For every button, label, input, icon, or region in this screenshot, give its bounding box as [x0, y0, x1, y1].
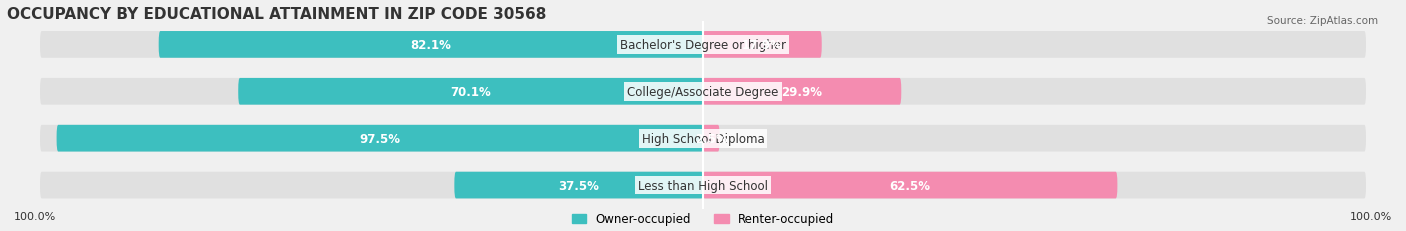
FancyBboxPatch shape — [56, 125, 703, 152]
FancyBboxPatch shape — [238, 79, 703, 105]
Text: Source: ZipAtlas.com: Source: ZipAtlas.com — [1267, 16, 1378, 26]
Legend: Owner-occupied, Renter-occupied: Owner-occupied, Renter-occupied — [572, 212, 834, 225]
FancyBboxPatch shape — [159, 32, 703, 58]
Text: Bachelor's Degree or higher: Bachelor's Degree or higher — [620, 39, 786, 52]
FancyBboxPatch shape — [703, 172, 1118, 199]
FancyBboxPatch shape — [703, 79, 901, 105]
Text: 70.1%: 70.1% — [450, 85, 491, 98]
Text: 37.5%: 37.5% — [558, 179, 599, 192]
Text: Less than High School: Less than High School — [638, 179, 768, 192]
FancyBboxPatch shape — [39, 172, 1367, 199]
Text: 2.5%: 2.5% — [695, 132, 728, 145]
FancyBboxPatch shape — [39, 79, 1367, 105]
Text: 29.9%: 29.9% — [782, 85, 823, 98]
Text: 62.5%: 62.5% — [890, 179, 931, 192]
Text: 97.5%: 97.5% — [360, 132, 401, 145]
FancyBboxPatch shape — [39, 125, 1367, 152]
Text: OCCUPANCY BY EDUCATIONAL ATTAINMENT IN ZIP CODE 30568: OCCUPANCY BY EDUCATIONAL ATTAINMENT IN Z… — [7, 7, 547, 22]
FancyBboxPatch shape — [39, 32, 1367, 58]
Text: 100.0%: 100.0% — [1350, 211, 1392, 221]
FancyBboxPatch shape — [454, 172, 703, 199]
Text: 17.9%: 17.9% — [742, 39, 783, 52]
Text: High School Diploma: High School Diploma — [641, 132, 765, 145]
FancyBboxPatch shape — [703, 125, 720, 152]
FancyBboxPatch shape — [703, 32, 821, 58]
Text: 100.0%: 100.0% — [14, 211, 56, 221]
Text: 82.1%: 82.1% — [411, 39, 451, 52]
Text: College/Associate Degree: College/Associate Degree — [627, 85, 779, 98]
